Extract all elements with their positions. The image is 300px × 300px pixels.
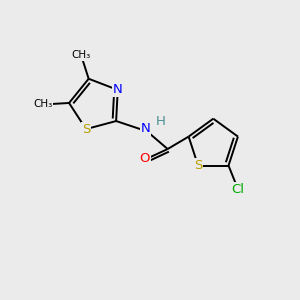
- Text: H: H: [156, 115, 166, 128]
- Text: N: N: [113, 83, 123, 96]
- Text: CH₃: CH₃: [33, 99, 52, 110]
- Text: Cl: Cl: [231, 184, 244, 196]
- Text: O: O: [140, 152, 150, 165]
- Text: S: S: [194, 159, 202, 172]
- Text: S: S: [82, 123, 90, 136]
- Text: CH₃: CH₃: [72, 50, 91, 60]
- Text: N: N: [141, 122, 150, 136]
